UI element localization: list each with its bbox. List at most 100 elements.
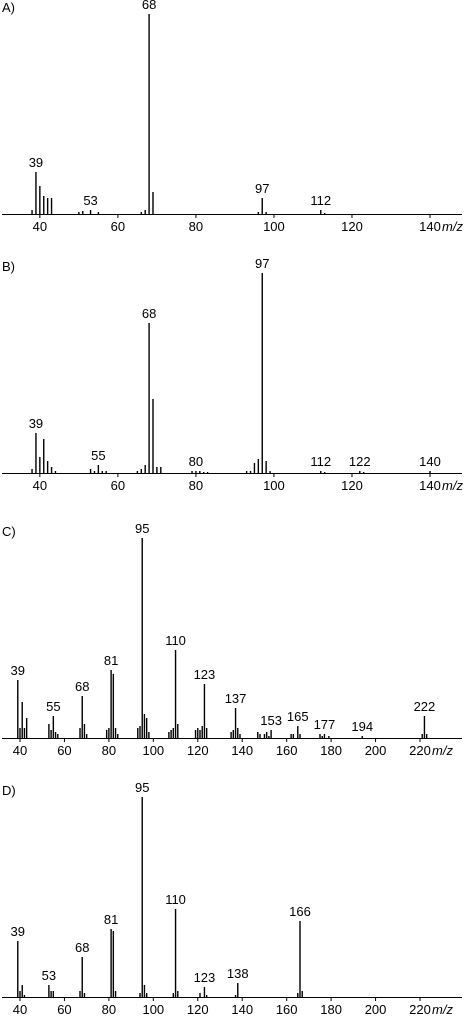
x-tick-label: 160 bbox=[276, 1002, 298, 1017]
peak bbox=[110, 670, 112, 738]
peak bbox=[50, 198, 53, 214]
x-tick-label: 220 bbox=[409, 743, 431, 758]
peak bbox=[140, 212, 142, 214]
x-axis-label: m/z bbox=[432, 743, 453, 758]
peak-label: 194 bbox=[351, 719, 373, 734]
peak bbox=[203, 472, 205, 473]
peak bbox=[19, 991, 21, 997]
x-axis-label: m/z bbox=[432, 1002, 453, 1017]
peak bbox=[139, 726, 141, 738]
peak bbox=[148, 323, 150, 473]
peak bbox=[83, 993, 86, 997]
peak bbox=[301, 991, 303, 997]
peak bbox=[145, 993, 148, 997]
x-tick-label: 80 bbox=[189, 478, 203, 493]
peak bbox=[362, 472, 365, 473]
peak bbox=[54, 471, 57, 473]
peak bbox=[112, 674, 115, 738]
peak-label: 123 bbox=[194, 667, 216, 682]
peak bbox=[21, 702, 23, 738]
peak bbox=[423, 716, 426, 738]
peak bbox=[177, 991, 179, 997]
peak bbox=[46, 461, 49, 473]
peak bbox=[144, 465, 146, 473]
peak bbox=[81, 957, 83, 997]
x-tick-label: 100 bbox=[263, 478, 285, 493]
peak bbox=[144, 210, 146, 214]
peak bbox=[172, 993, 175, 997]
peak bbox=[52, 991, 55, 997]
peak bbox=[199, 993, 201, 997]
peak bbox=[297, 993, 299, 997]
peak bbox=[206, 472, 209, 473]
peak bbox=[323, 213, 326, 214]
peak bbox=[205, 728, 208, 738]
panel-label: A) bbox=[2, 0, 15, 15]
peak bbox=[89, 469, 92, 473]
peak bbox=[110, 929, 112, 997]
peak-label: 68 bbox=[142, 0, 156, 12]
x-tick-label: 120 bbox=[187, 743, 209, 758]
x-tick-label: 140 bbox=[231, 743, 253, 758]
x-tick-label: 60 bbox=[111, 219, 125, 234]
x-tick-label: 40 bbox=[33, 478, 47, 493]
peak-label: 95 bbox=[135, 521, 149, 536]
peak bbox=[148, 14, 150, 214]
x-tick-label: 100 bbox=[142, 1002, 164, 1017]
peak-label: 177 bbox=[314, 717, 336, 732]
peak-label: 165 bbox=[287, 709, 309, 724]
peak bbox=[323, 734, 326, 738]
peak-label: 110 bbox=[165, 633, 186, 648]
peak bbox=[168, 732, 170, 738]
x-tick-label: 40 bbox=[33, 219, 47, 234]
peak bbox=[245, 471, 248, 473]
peak bbox=[156, 467, 158, 473]
peak bbox=[268, 736, 270, 738]
peak bbox=[174, 650, 177, 738]
peak bbox=[321, 736, 323, 738]
x-tick-label: 100 bbox=[263, 219, 285, 234]
peak bbox=[237, 728, 239, 738]
peak bbox=[359, 471, 361, 473]
peak bbox=[79, 728, 81, 738]
peak bbox=[234, 708, 237, 738]
x-tick-label: 140 bbox=[419, 219, 441, 234]
panel-label: B) bbox=[2, 259, 15, 274]
peak bbox=[201, 726, 203, 738]
peak bbox=[48, 985, 50, 997]
panel-label: C) bbox=[2, 524, 16, 539]
peak-label: 138 bbox=[227, 966, 249, 981]
peak bbox=[265, 732, 268, 738]
peak bbox=[239, 734, 241, 738]
peak bbox=[191, 471, 193, 473]
peak bbox=[421, 734, 423, 738]
peak-label: 53 bbox=[42, 968, 56, 983]
x-tick-label: 120 bbox=[187, 1002, 209, 1017]
peak bbox=[174, 909, 177, 997]
peak bbox=[257, 732, 259, 738]
peak bbox=[320, 210, 322, 214]
peak-label: 68 bbox=[75, 679, 89, 694]
peak bbox=[429, 471, 431, 473]
peak-label: 81 bbox=[104, 912, 118, 927]
x-tick-label: 200 bbox=[365, 743, 387, 758]
peak bbox=[195, 471, 197, 473]
peak bbox=[203, 684, 206, 738]
peak bbox=[25, 718, 28, 738]
peak-label: 112 bbox=[310, 454, 331, 469]
peak bbox=[48, 724, 50, 738]
peak bbox=[35, 433, 37, 473]
peak bbox=[269, 471, 271, 473]
peak bbox=[257, 459, 260, 473]
peak bbox=[199, 730, 201, 738]
peak bbox=[50, 991, 52, 997]
peak bbox=[257, 212, 260, 214]
peak bbox=[297, 726, 299, 738]
peak bbox=[361, 736, 363, 738]
peak bbox=[203, 987, 206, 997]
x-tick-label: 40 bbox=[13, 1002, 27, 1017]
peak bbox=[85, 734, 88, 738]
peak-label: 81 bbox=[104, 653, 118, 668]
peak bbox=[117, 734, 119, 738]
